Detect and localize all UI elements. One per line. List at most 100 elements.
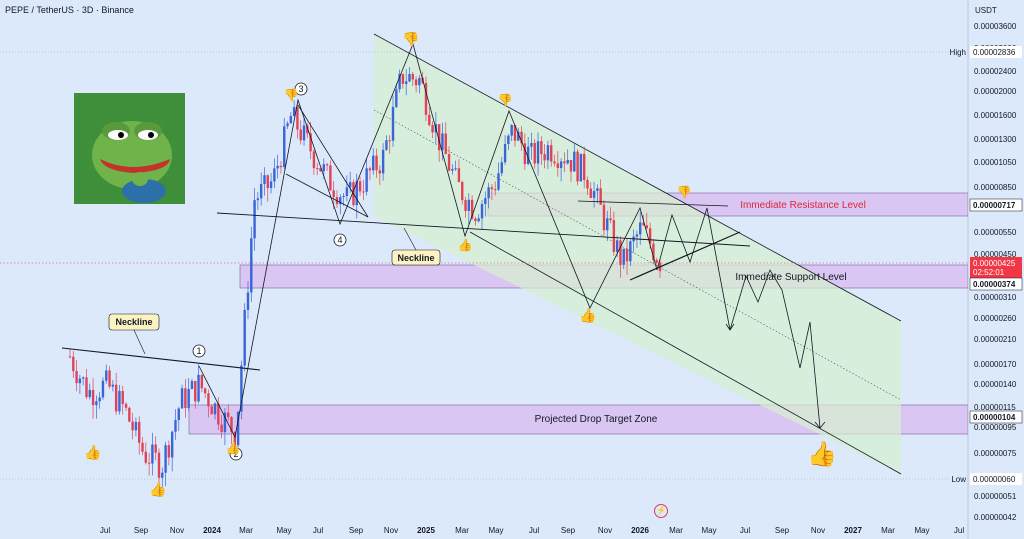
candle-body	[596, 188, 599, 191]
candle-body	[253, 200, 256, 239]
thumb-icon: 👎	[284, 88, 299, 102]
candle-body	[652, 243, 655, 261]
candle-body	[220, 424, 223, 433]
low-tag-box	[970, 473, 1022, 485]
candle-body	[553, 161, 556, 164]
time-tick-label: Sep	[134, 526, 149, 535]
candle-body	[372, 155, 375, 171]
price-tick-label: 0.00000170	[974, 360, 1017, 369]
candle-body	[101, 380, 105, 398]
target-tag: 0.00000104	[973, 413, 1016, 422]
tradingview-logo-icon[interactable]: ⚡	[654, 504, 668, 518]
candle-body	[655, 260, 658, 263]
candle-body	[286, 123, 289, 127]
candle-body	[408, 73, 411, 82]
thumb-icon: 👎	[677, 185, 692, 199]
candle-body	[451, 168, 454, 171]
candle-body	[111, 384, 115, 387]
time-tick-label: 2024	[203, 526, 221, 535]
candle-body	[606, 218, 609, 231]
candle-body	[187, 388, 190, 409]
wave-4-number: 4	[337, 235, 342, 245]
candle-body	[405, 81, 408, 84]
wedge-line-a	[297, 104, 369, 218]
price-tick-label: 0.00000850	[974, 183, 1017, 192]
thumb-icon: 👍	[226, 441, 241, 455]
candle-body	[362, 191, 365, 193]
candle-body	[174, 420, 177, 432]
candle-body	[540, 141, 543, 155]
candle-body	[579, 153, 583, 182]
candle-body	[385, 140, 388, 150]
projection-arrow-head-2	[725, 323, 735, 331]
time-tick-label: Jul	[313, 526, 323, 535]
candle-body	[190, 380, 194, 389]
resistance-tag: 0.00000717	[973, 201, 1016, 210]
wedge-line-b	[285, 173, 369, 218]
price-tick-label: 0.00002000	[974, 87, 1017, 96]
candle-body	[81, 377, 85, 379]
price-tick-label: 0.00000450	[974, 250, 1017, 259]
candle-body	[474, 218, 477, 222]
time-tick-label: May	[914, 526, 929, 535]
candle-body	[586, 179, 589, 189]
candle-body	[266, 175, 269, 189]
candle-body	[513, 124, 517, 141]
symbol-title[interactable]: PEPE / TetherUS · 3D · Binance	[5, 5, 134, 15]
target-tag-box	[969, 410, 1023, 424]
candle-body	[431, 125, 434, 133]
candle-body	[602, 204, 606, 231]
neckline-1-pointer	[133, 329, 146, 355]
time-tick-label: Sep	[561, 526, 576, 535]
candle-body	[622, 248, 625, 265]
candle-body	[339, 197, 342, 205]
candle-body	[470, 199, 474, 219]
wave-2-number: 2	[233, 449, 238, 459]
candle-body	[447, 154, 451, 171]
candle-body	[131, 421, 134, 431]
candle-body	[342, 196, 345, 198]
candle-body	[230, 417, 233, 433]
candle-body	[184, 388, 187, 409]
candle-body	[526, 146, 530, 165]
candle-body	[194, 380, 197, 402]
candle-body	[576, 151, 579, 182]
resistance-marker-line	[577, 200, 729, 207]
candle-body	[167, 445, 171, 458]
currency-label: USDT	[975, 6, 997, 15]
candle-body	[517, 131, 520, 141]
candle-body	[510, 124, 513, 136]
thumb-icon: 👍	[458, 238, 473, 252]
current-price-box	[970, 257, 1022, 278]
neckline-2	[216, 212, 751, 247]
candle-body	[500, 162, 503, 174]
candle-body	[487, 187, 490, 199]
time-tick-label: Mar	[239, 526, 253, 535]
candle-body	[227, 412, 230, 418]
time-tick-label: Mar	[881, 526, 895, 535]
candle-body	[368, 168, 372, 171]
wave-1-number: 1	[196, 346, 201, 356]
candle-body	[569, 159, 573, 172]
candle-body	[312, 151, 316, 169]
candle-body	[259, 184, 263, 199]
candle-body	[263, 175, 266, 185]
candle-body	[105, 370, 108, 381]
price-tick-label: 0.00001600	[974, 111, 1017, 120]
candle-body	[157, 452, 161, 478]
candle-body	[283, 126, 286, 168]
candle-body	[200, 374, 204, 389]
candle-body	[556, 163, 560, 169]
projection-path	[656, 207, 821, 429]
candle-body	[250, 238, 253, 293]
target-label: Projected Drop Target Zone	[535, 414, 658, 425]
candle-body	[269, 181, 273, 189]
candle-body	[223, 412, 227, 433]
candle-body	[395, 89, 398, 107]
candle-body	[381, 149, 385, 174]
thumb-icon: 👎	[498, 93, 513, 107]
candle-body	[98, 397, 101, 402]
candle-body	[197, 374, 200, 402]
time-tick-label: Mar	[455, 526, 469, 535]
